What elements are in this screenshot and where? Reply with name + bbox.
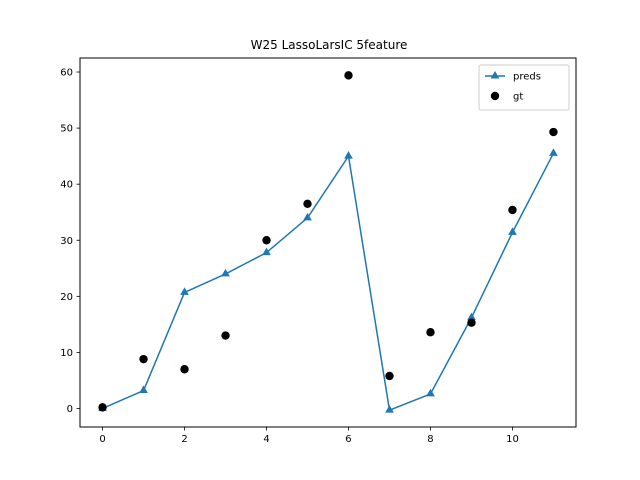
legend-marker-swatch (490, 91, 500, 101)
x-axis: 0 2 4 6 8 10 (99, 427, 519, 445)
data-point-preds (508, 227, 517, 235)
y-tick-label: 40 (60, 180, 73, 191)
data-point-gt (262, 236, 271, 245)
data-point-preds (426, 388, 435, 397)
legend-label: gt (513, 92, 523, 103)
data-point-gt (467, 318, 476, 327)
y-tick-label: 0 (67, 404, 73, 415)
y-tick-label: 20 (60, 292, 73, 303)
data-point-preds (385, 405, 394, 413)
y-tick-label: 10 (60, 348, 73, 359)
y-tick-label: 30 (60, 236, 73, 247)
x-tick-label: 4 (263, 434, 269, 445)
plot-area-frame (79, 57, 577, 428)
series-layer (98, 71, 558, 413)
data-point-preds (221, 268, 230, 277)
legend-entry-preds: preds (485, 71, 541, 83)
data-point-gt (426, 328, 435, 337)
data-point-preds (303, 212, 312, 221)
data-point-gt (549, 127, 558, 137)
data-point-gt (180, 365, 189, 374)
data-point-preds (467, 312, 476, 321)
series-gt (98, 71, 558, 412)
legend-label: preds (513, 72, 541, 83)
data-point-gt (221, 331, 230, 340)
data-point-preds (549, 148, 558, 156)
y-axis: 0 10 20 30 40 50 60 (60, 68, 80, 415)
series-line-preds (102, 152, 555, 411)
data-point-preds (139, 385, 148, 394)
x-tick-label: 6 (345, 434, 351, 445)
x-tick-label: 10 (506, 434, 519, 445)
data-point-gt (98, 403, 107, 412)
legend-marker-swatch (490, 71, 500, 79)
data-point-preds (344, 151, 353, 159)
data-point-preds (180, 287, 189, 295)
data-point-gt (385, 371, 394, 381)
data-point-gt (139, 354, 148, 364)
legend: preds gt (478, 64, 570, 111)
x-tick-label: 2 (181, 434, 187, 445)
data-point-gt (303, 199, 312, 209)
data-point-gt (508, 205, 517, 215)
x-tick-label: 8 (427, 434, 433, 445)
legend-entry-gt: gt (490, 91, 523, 103)
y-tick-label: 60 (60, 68, 73, 79)
y-tick-label: 50 (60, 124, 73, 135)
x-tick-label: 0 (99, 434, 105, 445)
data-point-preds (262, 247, 271, 256)
chart-title: W25 LassoLarsIC 5feature (251, 38, 408, 52)
data-point-gt (344, 71, 353, 80)
